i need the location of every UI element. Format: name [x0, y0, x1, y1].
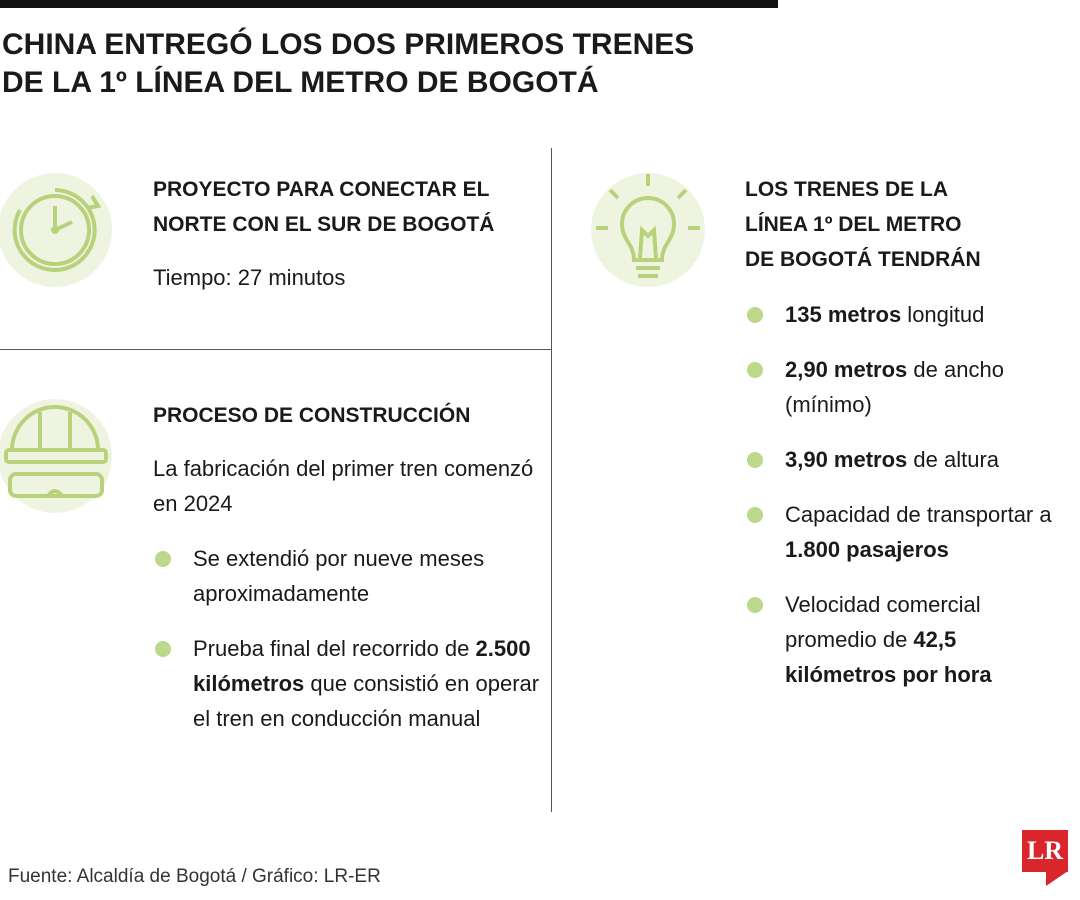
bold-text: 3,90 metros [785, 447, 908, 472]
bulb-icon [591, 173, 705, 287]
bold-text: 135 metros [785, 302, 902, 327]
text-part: Prueba final del recorrido de [193, 636, 476, 661]
heading-line: PROYECTO PARA CONECTAR EL [153, 178, 490, 201]
bullet: 2,90 metros de ancho (mínimo) [745, 352, 1070, 422]
bold-text: 1.800 pasajeros [785, 537, 949, 562]
bold-text: 42,5 kilómetros por hora [785, 627, 992, 687]
heading-line: LÍNEA 1º DEL METRO [745, 213, 962, 236]
heading: PROCESO DE CONSTRUCCIÓN [153, 398, 543, 433]
bold-text: 2.500 kilómetros [193, 636, 531, 696]
logo: LR [1022, 830, 1068, 872]
section: PROCESO DE CONSTRUCCIÓN La fabricación de… [153, 398, 543, 736]
heading-line: PROCESO DE CONSTRUCCIÓN [153, 404, 471, 427]
logo-tail [1046, 871, 1068, 886]
title-line: DE LA 1º LÍNEA DEL METRO DE BOGOTÁ [2, 66, 599, 99]
text-part: Se extendió por nueve meses aproximadame… [193, 546, 485, 606]
text-part: Capacidad de transportar a [785, 502, 1052, 527]
divider [551, 148, 552, 812]
heading-line: NORTE CON EL SUR DE BOGOTÁ [153, 213, 495, 236]
helmet-icon [0, 399, 112, 513]
text-part: Velocidad comercial promedio de [785, 592, 981, 652]
bullet: Capacidad de transportar a 1.800 pasajer… [745, 497, 1070, 567]
top-bar [0, 0, 778, 8]
clock-icon [0, 173, 112, 287]
heading-line: DE BOGOTÁ TENDRÁN [745, 248, 981, 271]
section: PROYECTO PARA CONECTAR EL NORTE CON EL SU… [153, 172, 543, 295]
title: CHINA ENTREGÓ LOS DOS PRIMEROS TRENES DE … [2, 26, 694, 102]
text-part: que consistió en operar el tren en condu… [193, 671, 540, 731]
text-part: longitud [901, 302, 985, 327]
heading: LOS TRENES DE LA LÍNEA 1º DEL METRO DE BOG… [745, 172, 1070, 277]
divider [0, 349, 552, 350]
bullet: 3,90 metros de altura [745, 442, 1070, 477]
heading: PROYECTO PARA CONECTAR EL NORTE CON EL SU… [153, 172, 543, 242]
text-part: de altura [907, 447, 1000, 472]
bold-text: 2,90 metros [785, 357, 908, 382]
title-line: CHINA ENTREGÓ LOS DOS PRIMEROS TRENES [2, 28, 695, 61]
bullet: Se extendió por nueve meses aproximadame… [153, 541, 543, 611]
bullet: Prueba final del recorrido de 2.500 kiló… [153, 631, 543, 736]
source: Fuente: Alcaldía de Bogotá / Gráfico: LR… [8, 866, 381, 887]
bullet: Velocidad comercial promedio de 42,5 kil… [745, 587, 1070, 692]
section: LOS TRENES DE LA LÍNEA 1º DEL METRO DE BOG… [745, 172, 1070, 692]
paragraph: La fabricación del primer tren comenzó e… [153, 456, 534, 516]
heading-line: LOS TRENES DE LA [745, 178, 949, 201]
text-part: de ancho (mínimo) [785, 357, 1004, 417]
bullet: 135 metros longitud [745, 297, 1070, 332]
paragraph: Tiempo: 27 minutos [153, 265, 346, 290]
